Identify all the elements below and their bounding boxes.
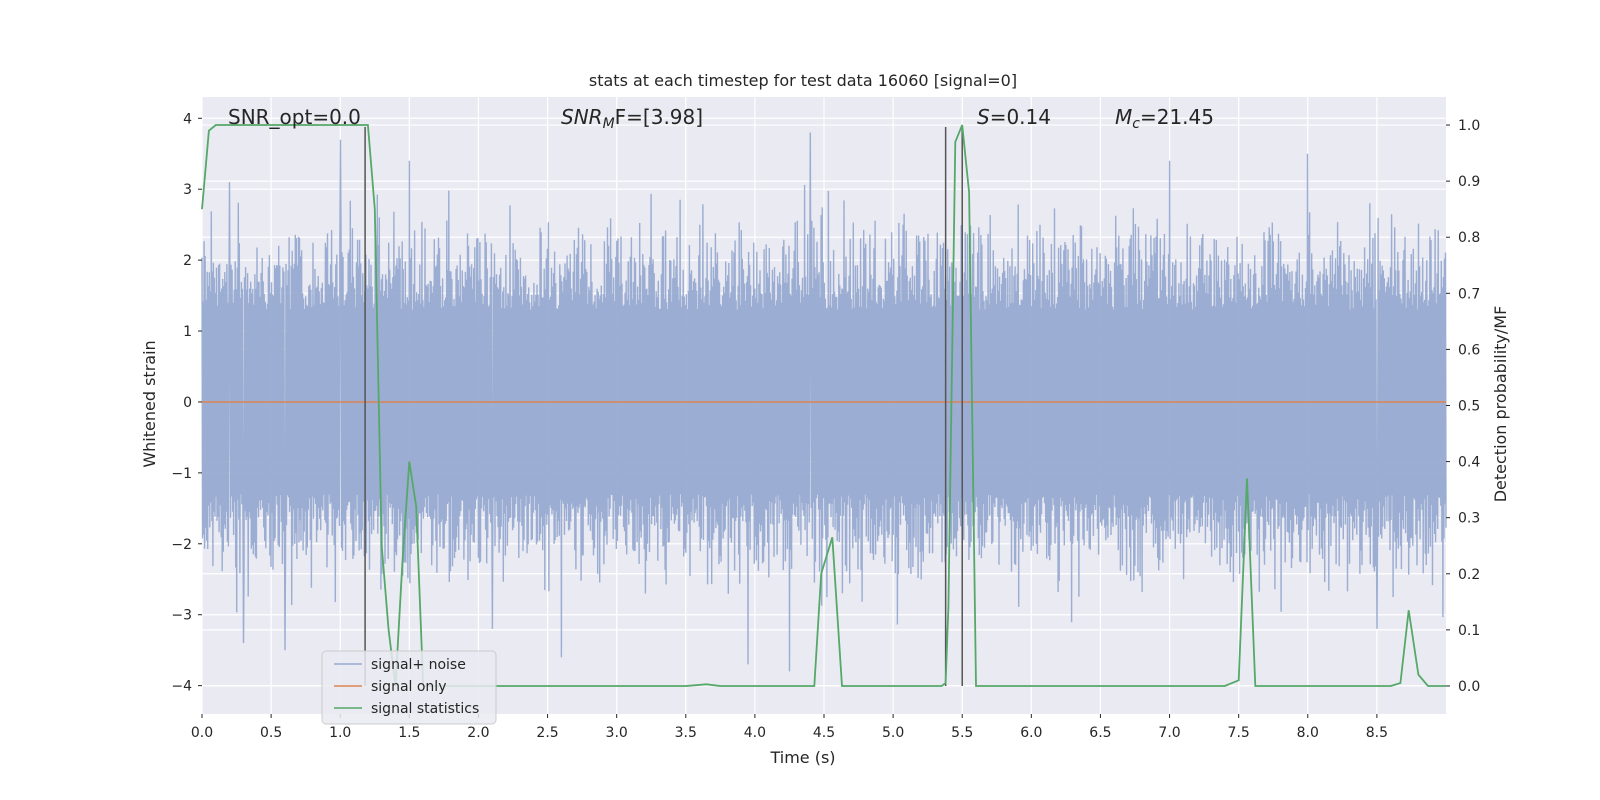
- snr-mf-annotation: SNRMF=[3.98]: [561, 105, 703, 132]
- y-right-tick-label: 0.8: [1458, 230, 1480, 246]
- x-tick-label: 4.5: [813, 725, 835, 741]
- x-tick-label: 8.0: [1297, 725, 1319, 741]
- y-left-tick-label: 3: [183, 182, 192, 198]
- y-left-tick-label: 0: [183, 395, 192, 411]
- y-left-tick-label: −2: [171, 537, 192, 553]
- noise-trace: [201, 132, 1447, 672]
- y-right-tick-label: 0.7: [1458, 286, 1480, 302]
- snr-mf-main: SNR: [561, 105, 603, 129]
- snr-mf-rest: F=[3.98]: [615, 105, 703, 129]
- x-axis-label: Time (s): [769, 748, 835, 767]
- stats-line: [201, 124, 1446, 687]
- right-y-axis-label: Detection probability/MF: [1491, 306, 1510, 503]
- x-tick-label: 5.0: [882, 725, 904, 741]
- y-left-tick-label: 2: [183, 253, 192, 269]
- left-y-axis-label: Whitened strain: [140, 340, 159, 467]
- s-main: S: [977, 105, 990, 129]
- s-annotation: S=0.14: [977, 105, 1051, 129]
- y-right-tick-label: 0.6: [1458, 342, 1480, 358]
- x-tick-label: 1.0: [329, 725, 351, 741]
- signal-statistics-series: [201, 124, 1446, 687]
- mc-annotation: Mc=21.45: [1115, 105, 1214, 132]
- x-tick-label: 7.5: [1228, 725, 1250, 741]
- left-y-axis-ticks: −4 −3 −2 −1 0 1 2 3 4: [171, 111, 202, 695]
- x-tick-label: 5.5: [951, 725, 973, 741]
- x-tick-label: 3.0: [606, 725, 628, 741]
- s-rest: =0.14: [990, 105, 1051, 129]
- legend-box: [321, 650, 497, 725]
- legend-label-signal: signal only: [371, 679, 446, 695]
- x-tick-label: 3.5: [675, 725, 697, 741]
- legend-label-stats: signal statistics: [371, 701, 479, 717]
- snr-mf-sub: M: [603, 116, 615, 132]
- legend: signal+ noise signal only signal statist…: [321, 650, 497, 725]
- signal-noise-series: [201, 132, 1447, 672]
- x-axis-ticks: 0.0 0.5 1.0 1.5 2.0 2.5 3.0 3.5 4.0 4.5 5.0 5.5 6.0 6…: [191, 714, 1388, 741]
- y-right-tick-label: 0.3: [1458, 511, 1480, 527]
- x-tick-label: 2.5: [536, 725, 558, 741]
- vertical-markers: [364, 127, 963, 686]
- y-right-tick-label: 1.0: [1458, 118, 1480, 134]
- x-tick-label: 1.5: [398, 725, 420, 741]
- x-tick-label: 0.5: [260, 725, 282, 741]
- y-right-tick-label: 0.4: [1458, 455, 1480, 471]
- x-tick-label: 8.5: [1366, 725, 1388, 741]
- y-left-tick-label: 1: [183, 324, 192, 340]
- mc-main: M: [1115, 105, 1132, 129]
- legend-label-noise: signal+ noise: [371, 657, 466, 673]
- x-tick-label: 4.0: [744, 725, 766, 741]
- x-tick-label: 6.5: [1089, 725, 1111, 741]
- y-left-tick-label: −3: [171, 608, 192, 624]
- x-tick-label: 2.0: [467, 725, 489, 741]
- y-right-tick-label: 0.0: [1458, 679, 1480, 695]
- y-right-tick-label: 0.9: [1458, 174, 1480, 190]
- y-right-tick-label: 0.2: [1458, 567, 1480, 583]
- y-right-tick-label: 0.5: [1458, 399, 1480, 415]
- chart-title: stats at each timestep for test data 160…: [589, 71, 1017, 90]
- x-tick-label: 0.0: [191, 725, 213, 741]
- mc-sub: c: [1132, 116, 1140, 132]
- y-left-tick-label: 4: [183, 111, 192, 127]
- snr-opt-annotation: SNR_opt=0.0: [228, 105, 361, 129]
- x-tick-label: 7.0: [1158, 725, 1180, 741]
- y-right-tick-label: 0.1: [1458, 623, 1480, 639]
- x-tick-label: 6.0: [1020, 725, 1042, 741]
- y-left-tick-label: −4: [171, 679, 192, 695]
- right-y-axis-ticks: 0.0 0.1 0.2 0.3 0.4 0.5 0.6 0.7 0.8 0.9 1.0: [1446, 118, 1480, 695]
- mc-rest: =21.45: [1140, 105, 1214, 129]
- y-left-tick-label: −1: [171, 466, 192, 482]
